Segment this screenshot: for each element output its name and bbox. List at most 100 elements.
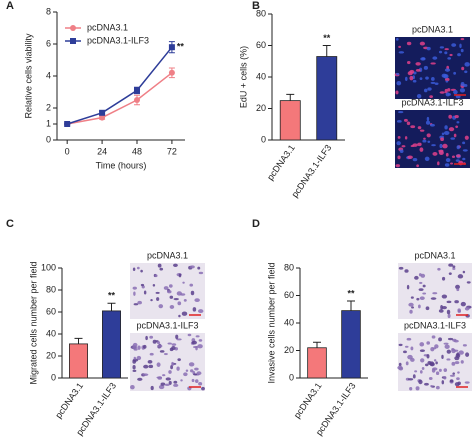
y-axis-label: Migrated cells number per field <box>28 261 38 384</box>
cell <box>168 370 172 374</box>
cell <box>133 356 137 360</box>
panel-label: A <box>6 0 14 12</box>
cell <box>397 135 401 139</box>
cell <box>189 265 195 269</box>
micrograph <box>395 110 470 168</box>
error-bar <box>313 341 321 348</box>
cell <box>441 380 445 385</box>
cell <box>446 349 452 354</box>
image-label: pcDNA3.1-ILF3 <box>136 320 198 330</box>
cell <box>156 341 161 345</box>
cell <box>457 274 464 279</box>
bar <box>307 347 327 379</box>
point <box>168 44 175 51</box>
cell <box>446 300 452 304</box>
cell <box>455 284 460 290</box>
cell <box>415 69 421 72</box>
cell <box>455 159 460 162</box>
cell <box>422 139 427 143</box>
cell <box>182 281 185 284</box>
cell <box>159 267 164 271</box>
cell <box>441 354 444 360</box>
cell <box>454 361 460 365</box>
cell <box>427 87 432 91</box>
cell <box>427 361 432 365</box>
cell <box>178 273 182 278</box>
cell <box>412 157 418 162</box>
cell <box>160 382 166 386</box>
cell <box>426 354 430 359</box>
cell <box>404 345 409 348</box>
cell <box>398 45 402 48</box>
cell <box>159 350 165 353</box>
cell <box>408 302 414 307</box>
cell <box>132 345 138 350</box>
cell <box>396 72 400 76</box>
cell <box>444 163 450 167</box>
cell <box>453 89 458 95</box>
point <box>99 109 106 116</box>
annotation: ** <box>347 288 355 298</box>
cell <box>148 364 154 369</box>
cell <box>410 125 416 129</box>
cell <box>455 125 459 129</box>
cell <box>412 374 416 379</box>
cell <box>425 120 431 125</box>
cell <box>195 379 199 384</box>
cell <box>437 161 440 166</box>
cell <box>460 360 464 364</box>
cell <box>169 295 174 299</box>
error-bar <box>74 337 83 344</box>
cell <box>150 385 154 391</box>
micrograph <box>398 263 472 319</box>
cell <box>158 304 164 309</box>
cell <box>430 81 436 84</box>
cell <box>439 46 445 49</box>
cell <box>418 288 424 291</box>
panel-label: D <box>252 218 260 230</box>
cell <box>466 281 471 284</box>
cell <box>188 362 195 367</box>
cell <box>453 133 457 138</box>
cell <box>448 263 454 267</box>
cell <box>197 344 203 349</box>
cell <box>418 273 422 277</box>
y-tick-label: 20 <box>256 103 266 113</box>
cell <box>405 361 409 366</box>
cell <box>193 373 198 376</box>
cell <box>420 57 426 61</box>
cell <box>426 133 431 138</box>
cell <box>454 115 459 119</box>
cell <box>395 164 401 168</box>
cell <box>452 265 456 269</box>
cell <box>404 136 408 140</box>
cell <box>395 90 399 95</box>
cell <box>443 342 449 345</box>
cell <box>456 288 460 292</box>
x-tick-label: pcDNA3.1-ILF3 <box>290 143 334 200</box>
cell <box>427 140 431 144</box>
cell <box>459 88 466 93</box>
cell <box>450 162 454 165</box>
cell <box>446 309 451 315</box>
x-tick-label: 24 <box>97 146 107 156</box>
cell <box>424 156 430 161</box>
cell <box>426 116 430 122</box>
cell <box>457 371 460 374</box>
cell <box>409 309 413 314</box>
cell <box>415 62 421 66</box>
panel-label: B <box>252 0 260 12</box>
cell <box>191 340 197 345</box>
cell <box>412 79 417 83</box>
cell <box>447 313 451 319</box>
x-tick-label: 48 <box>132 146 142 156</box>
image-label: pcDNA3.1 <box>147 250 188 260</box>
cell <box>198 382 203 386</box>
cell <box>142 344 147 349</box>
cell <box>132 267 136 272</box>
cell <box>451 348 456 354</box>
cell <box>440 137 444 142</box>
cell <box>150 298 153 302</box>
cell <box>183 372 188 377</box>
cell <box>422 284 426 288</box>
